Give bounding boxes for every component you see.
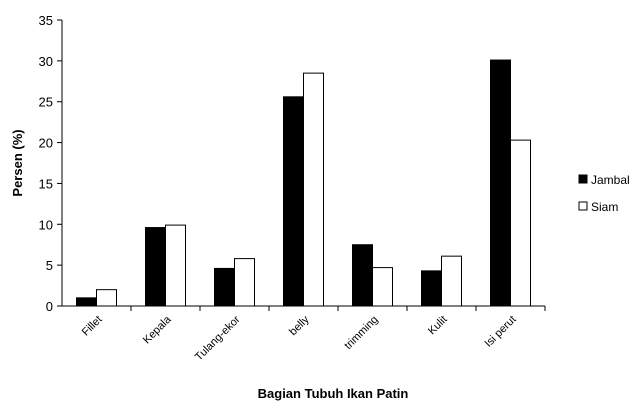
bar-jambal-belly xyxy=(283,96,304,307)
bar-jambal-kulit xyxy=(421,270,442,307)
legend-label-siam: Siam xyxy=(591,200,618,214)
bar-siam-isi-perut xyxy=(510,139,531,307)
legend-swatch-siam xyxy=(578,201,588,211)
legend: Jambal Siam xyxy=(578,173,630,214)
bar-siam-tulang-ekor xyxy=(234,258,255,307)
x-tick-label: Kulit xyxy=(426,314,450,338)
x-tick-label: Isi perut xyxy=(482,314,518,350)
legend-label-jambal: Jambal xyxy=(591,173,630,187)
bar-jambal-trimming xyxy=(352,244,373,307)
x-axis-title: Bagian Tubuh Ikan Patin xyxy=(258,386,409,401)
bar-jambal-fillet xyxy=(76,297,97,307)
x-tick-label: Tulang-ekor xyxy=(193,313,243,363)
legend-swatch-jambal xyxy=(578,174,588,184)
bar-siam-fillet xyxy=(96,289,117,307)
x-axis-ticks: Fillet Kepala Tulang-ekor belly trimming Kuli… xyxy=(80,306,546,363)
plot-area xyxy=(61,20,545,307)
y-tick-label: 0 xyxy=(46,299,53,314)
y-axis-ticks: 0 5 10 15 20 25 30 35 xyxy=(39,13,62,314)
x-tick-label: Kepala xyxy=(141,313,174,346)
y-tick-label: 35 xyxy=(39,13,53,28)
y-axis-title: Persen (%) xyxy=(10,129,25,196)
bar-jambal-tulang-ekor xyxy=(214,267,235,307)
y-tick-label: 30 xyxy=(39,54,53,69)
bar-siam-kulit xyxy=(441,255,462,307)
y-tick-label: 25 xyxy=(39,95,53,110)
y-tick-label: 20 xyxy=(39,136,53,151)
bar-jambal-kepala xyxy=(145,227,166,307)
y-tick-label: 10 xyxy=(39,217,53,232)
x-tick-label: belly xyxy=(287,313,312,338)
bar-siam-kepala xyxy=(165,224,186,307)
x-tick-label: Fillet xyxy=(80,314,105,339)
bar-jambal-isi-perut xyxy=(490,59,511,307)
y-tick-label: 15 xyxy=(39,176,53,191)
bar-siam-trimming xyxy=(372,267,393,307)
y-tick-label: 5 xyxy=(46,258,53,273)
bar-siam-belly xyxy=(303,72,324,307)
x-tick-label: trimming xyxy=(342,314,380,352)
